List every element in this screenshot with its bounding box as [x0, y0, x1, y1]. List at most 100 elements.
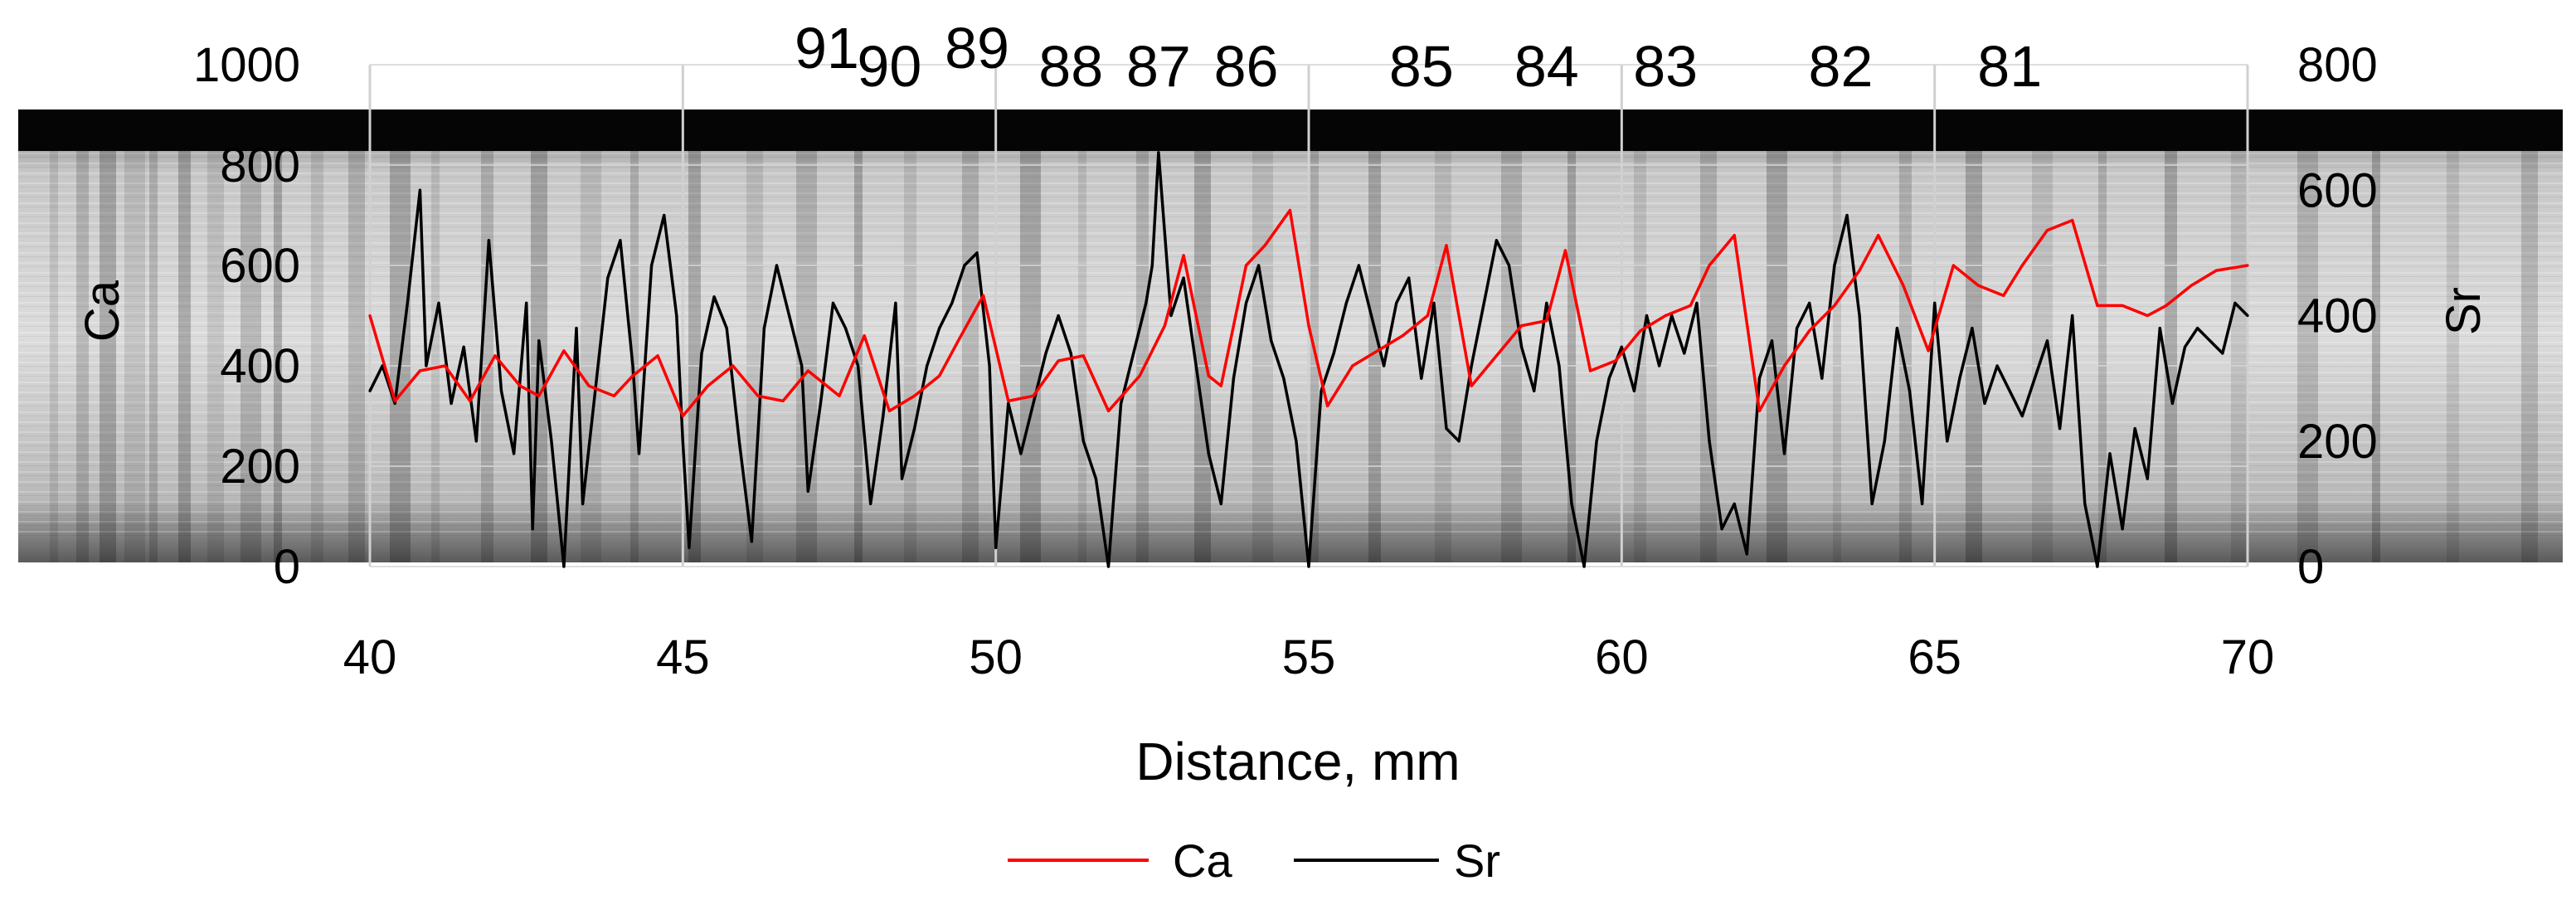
data-point-sr	[1946, 440, 1949, 443]
ring-band	[348, 151, 365, 562]
data-point-sr	[1921, 502, 1924, 506]
data-point-sr	[1320, 389, 1323, 392]
data-point-sr	[1595, 440, 1598, 443]
data-point-ca	[913, 394, 916, 397]
data-point-sr	[675, 314, 678, 318]
data-point-sr	[1445, 427, 1448, 431]
data-point-sr	[1357, 264, 1360, 267]
data-point-sr	[1470, 364, 1473, 367]
data-point-sr	[1782, 452, 1786, 455]
ring-year-label: 81	[1977, 34, 2042, 99]
data-point-sr	[1207, 452, 1210, 455]
data-point-sr	[513, 452, 516, 455]
data-point-ca	[706, 384, 710, 387]
data-point-ca	[656, 354, 659, 358]
data-point-ca	[1081, 354, 1085, 358]
data-point-sr	[750, 540, 753, 543]
ring-year-label: 84	[1514, 34, 1579, 99]
data-point-sr	[857, 364, 860, 367]
data-point-sr	[1958, 377, 1961, 380]
data-point-sr	[1858, 314, 1861, 318]
data-point-sr	[418, 188, 421, 192]
y2-tick-label: 600	[2297, 163, 2378, 217]
data-point-sr	[1995, 364, 1999, 367]
ring-band	[1567, 151, 1576, 562]
data-point-sr	[1057, 314, 1060, 318]
data-point-ca	[1808, 329, 1811, 333]
data-point-ca	[1401, 334, 1404, 338]
data-point-sr	[775, 264, 779, 267]
y-tick-label: 600	[220, 239, 300, 293]
data-point-sr	[869, 502, 872, 506]
data-point-ca	[731, 364, 735, 367]
data-point-ca	[1858, 269, 1861, 272]
data-point-sr	[1332, 352, 1335, 355]
data-point-ca	[1445, 244, 1448, 247]
ring-band	[2231, 151, 2248, 562]
ring-band	[207, 151, 224, 562]
data-point-ca	[631, 374, 634, 377]
ring-band	[2447, 151, 2459, 562]
data-point-sr	[1833, 264, 1836, 267]
y-tick-label: 800	[220, 139, 300, 192]
data-point-ca	[2214, 269, 2218, 272]
data-point-sr	[2008, 389, 2011, 392]
data-point-ca	[1689, 304, 1692, 307]
data-point-ca	[1545, 319, 1548, 323]
ring-band	[1136, 151, 1149, 562]
data-point-sr	[1044, 352, 1047, 355]
data-point-sr	[700, 352, 703, 355]
data-point-sr	[437, 301, 440, 304]
data-point-sr	[1007, 401, 1010, 405]
data-point-sr	[688, 546, 691, 549]
tree-ring-image	[18, 109, 2563, 562]
data-point-ca	[2165, 304, 2168, 307]
data-point-ca	[1263, 244, 1266, 247]
ring-band	[2098, 151, 2107, 562]
data-point-sr	[537, 339, 541, 343]
data-point-sr	[450, 401, 453, 405]
y2-tick-label: 200	[2297, 415, 2378, 469]
data-point-sr	[2221, 352, 2224, 355]
data-point-ca	[1244, 264, 1248, 267]
data-point-ca	[1951, 264, 1955, 267]
data-point-sr	[2083, 502, 2087, 506]
data-point-sr	[1244, 301, 1248, 304]
data-point-ca	[612, 394, 615, 397]
data-point-sr	[725, 327, 728, 330]
ring-year-label: 86	[1214, 34, 1279, 99]
data-point-sr	[1933, 301, 1937, 304]
data-point-ca	[1219, 384, 1222, 387]
data-point-ca	[2146, 314, 2149, 318]
ring-band	[274, 151, 282, 562]
data-point-sr	[737, 440, 741, 443]
ring-band	[854, 151, 863, 562]
data-point-sr	[1983, 401, 1986, 405]
data-point-sr	[843, 327, 848, 330]
data-point-ca	[1733, 234, 1736, 237]
data-point-ca	[393, 399, 396, 402]
data-point-sr	[1545, 301, 1548, 304]
data-point-sr	[1695, 301, 1699, 304]
data-point-sr	[963, 264, 966, 267]
data-point-sr	[2058, 427, 2062, 431]
ring-year-label: 82	[1809, 34, 1874, 99]
ring-year-label: 87	[1126, 34, 1191, 99]
ring-year-label: 88	[1038, 34, 1103, 99]
data-point-sr	[681, 440, 684, 443]
ring-band	[76, 151, 89, 562]
data-point-ca	[562, 349, 566, 353]
data-point-sr	[1420, 377, 1423, 380]
data-point-sr	[1620, 345, 1623, 348]
ring-band	[1435, 151, 1451, 562]
x-tick-label: 50	[969, 630, 1023, 684]
data-point-ca	[1326, 404, 1329, 407]
ring-band	[2521, 151, 2538, 562]
data-point-sr	[1257, 264, 1261, 267]
data-point-ca	[1376, 349, 1379, 353]
ring-band	[124, 151, 145, 562]
data-point-sr	[988, 364, 991, 367]
data-point-sr	[1120, 401, 1123, 405]
